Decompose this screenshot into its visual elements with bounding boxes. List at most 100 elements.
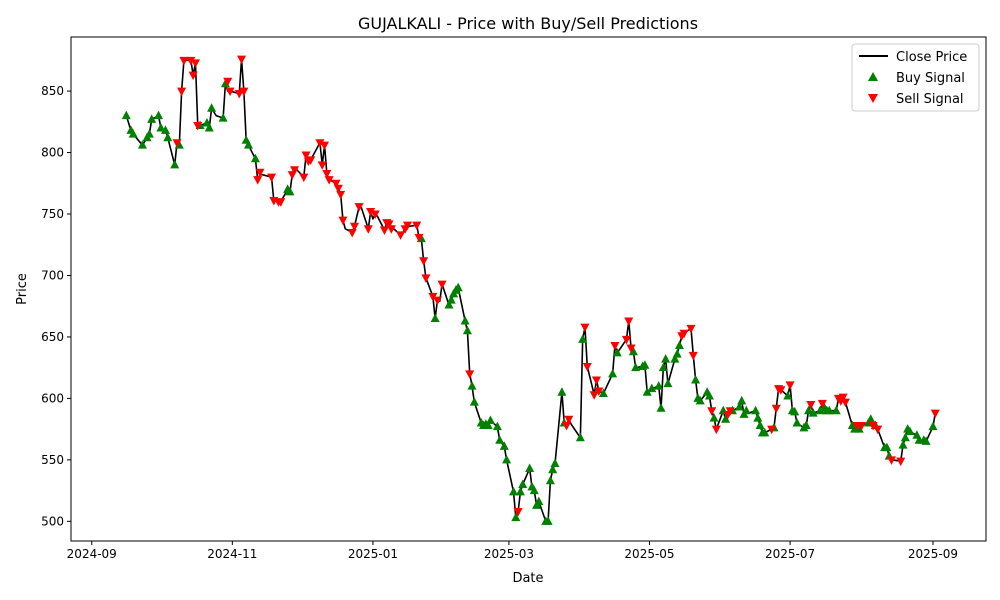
y-tick-label: 800 (41, 146, 64, 160)
buy-signal-marker (801, 420, 811, 429)
sell-signal-marker (711, 425, 721, 435)
buy-signal-marker (654, 381, 664, 390)
buy-signal-marker (663, 378, 673, 388)
sell-signal-marker (276, 198, 286, 207)
buy-signal-marker (550, 458, 560, 468)
buy-signal-marker (783, 390, 793, 400)
buy-signal-marker (704, 390, 714, 400)
buy-signal-marker (900, 432, 910, 442)
sell-signal-marker (414, 233, 424, 243)
sell-signal-marker (336, 190, 346, 200)
sell-signal-marker (930, 409, 940, 419)
legend-box (851, 43, 980, 112)
sell-signal-marker (299, 173, 309, 183)
sell-signal-marker (225, 87, 235, 97)
plot-area (70, 36, 987, 542)
x-axis-label: Date (512, 571, 543, 586)
buy-signal-marker (854, 424, 864, 433)
buy-signal-marker (631, 362, 641, 372)
buy-signal-marker (661, 354, 671, 363)
sell-signal-marker (366, 208, 376, 217)
buy-signal-marker (137, 140, 147, 149)
series-layer (121, 55, 940, 525)
y-tick-label: 850 (41, 84, 64, 98)
buy-signal-marker (741, 405, 751, 415)
buy-signal-marker (695, 395, 705, 405)
buy-signal-marker (460, 315, 470, 325)
sell-signal-marker (402, 221, 412, 231)
buy-signal-marker (128, 129, 138, 138)
sell-signal-marker (317, 161, 327, 170)
sell-signal-marker (725, 407, 735, 416)
buy-signal-marker (642, 387, 652, 396)
buy-signal-marker (446, 295, 456, 304)
sell-signal-marker (354, 203, 364, 212)
sell-signal-marker (349, 222, 359, 232)
sell-signal-marker (580, 323, 590, 333)
y-tick-label: 600 (41, 391, 64, 405)
sell-signal-marker (331, 179, 341, 189)
buy-signal-marker (734, 402, 744, 411)
sell-signal-marker (432, 296, 442, 306)
x-tick-label: 2025-07 (765, 547, 815, 561)
buy-signal-marker (518, 479, 528, 488)
legend-label-buy-signal: Buy Signal (896, 71, 965, 86)
buy-signal-marker (755, 420, 765, 429)
buy-signal-marker (515, 486, 525, 496)
sell-signal-marker (564, 415, 574, 425)
sell-signal-marker (686, 324, 696, 334)
sell-signal-marker (190, 59, 200, 68)
buy-signal-marker (285, 186, 295, 196)
y-tick-label: 750 (41, 207, 64, 221)
sell-signal-marker (370, 210, 380, 220)
buy-signal-marker (485, 415, 495, 425)
sell-signal-marker (610, 342, 620, 351)
buy-signal-marker (499, 441, 509, 450)
sell-signal-marker (582, 362, 592, 372)
buy-signal-marker (674, 340, 684, 350)
sell-signal-marker (315, 139, 325, 148)
sell-signal-marker (817, 399, 827, 409)
buy-signal-marker (543, 516, 553, 525)
sell-signal-marker (594, 387, 604, 397)
buy-signal-marker (608, 368, 618, 378)
buy-signal-marker (548, 464, 558, 474)
sell-signal-marker (421, 274, 431, 283)
legend: Close Price Buy Signal Sell Signal (851, 43, 980, 112)
buy-signal-marker (462, 325, 472, 335)
sell-signal-marker (412, 221, 422, 231)
sell-signal-marker (324, 176, 334, 185)
buy-signal-marker (815, 405, 825, 415)
buy-signal-marker (534, 496, 544, 506)
sell-signal-marker (896, 457, 906, 467)
buy-signal-marker (831, 405, 841, 415)
buy-signal-marker (154, 110, 164, 120)
buy-signal-marker (250, 153, 260, 163)
buy-signal-marker (882, 442, 892, 452)
buy-signal-marker (656, 403, 666, 412)
sell-signal-marker (513, 507, 523, 517)
y-tick-label: 500 (41, 514, 64, 528)
sell-signal-marker (290, 166, 300, 175)
buy-signal-marker (792, 417, 802, 427)
x-axis: 2024-09 2024-11 2025-01 2025-03 2025-05 2025-… (67, 541, 958, 561)
buy-signal-marker (578, 334, 588, 343)
sell-signal-marker (688, 351, 698, 361)
buy-signal-marker (804, 405, 814, 415)
sell-signal-marker (806, 401, 816, 410)
sell-signal-marker (873, 425, 883, 435)
buy-signal-marker (824, 405, 834, 415)
buy-signal-marker (511, 512, 521, 522)
axes-frame (70, 36, 987, 542)
sell-signal-marker (785, 381, 795, 390)
sell-signal-marker (887, 456, 897, 465)
sell-signal-marker (363, 225, 373, 234)
buy-signal-marker (467, 381, 477, 390)
sell-signal-marker (621, 335, 631, 345)
sell-signal-marker (437, 280, 447, 290)
sell-signal-marker (771, 404, 781, 414)
sell-signal-marker (838, 393, 848, 403)
y-axis-label: Price (15, 273, 30, 305)
